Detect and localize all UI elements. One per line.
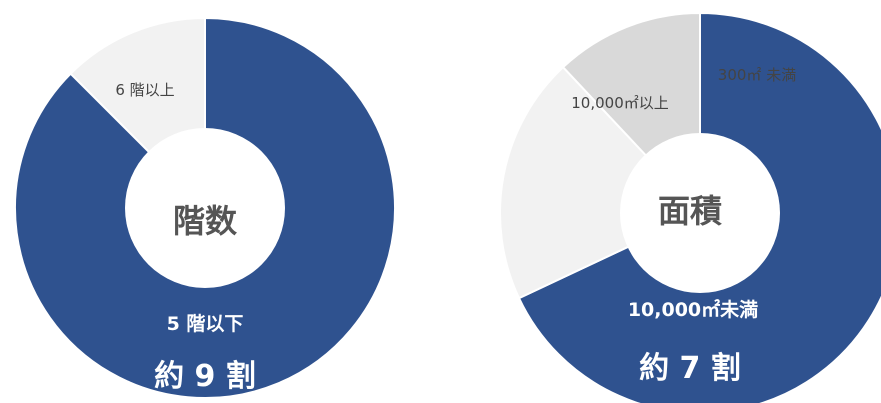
floors-share-label: 約 9 割 bbox=[154, 359, 256, 394]
slice-label-6-floors-or-more: 6 階以上 bbox=[115, 81, 174, 99]
pie-slice-1 bbox=[499, 65, 702, 300]
area-donut: 10,000㎡以上 300㎡ 未満 面積 10,000㎡未満 約 7 割 bbox=[499, 11, 881, 403]
floors-donut: 6 階以上 階数 5 階以下 約 9 割 bbox=[14, 16, 396, 399]
slice-label-5-floors-or-less: 5 階以下 bbox=[167, 313, 244, 335]
slice-label-under-10000-sqm: 10,000㎡未満 bbox=[628, 298, 758, 321]
floors-center-title: 階数 bbox=[173, 202, 238, 240]
slice-label-under-300-sqm: 300㎡ 未満 bbox=[718, 66, 796, 84]
slice-label-10000-sqm-or-more: 10,000㎡以上 bbox=[571, 94, 669, 112]
area-center-title: 面積 bbox=[658, 192, 722, 230]
floors-center-hole bbox=[125, 128, 285, 288]
area-share-label: 約 7 割 bbox=[639, 351, 741, 386]
area-center-hole bbox=[620, 133, 780, 293]
